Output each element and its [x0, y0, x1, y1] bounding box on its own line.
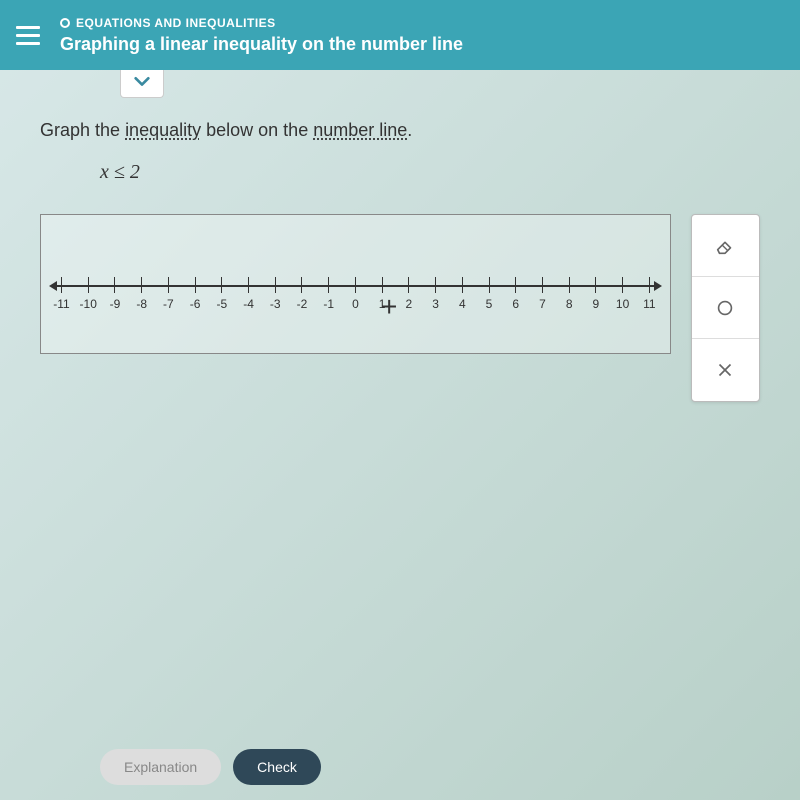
tick: 9: [595, 277, 596, 311]
tool-panel: [691, 214, 760, 402]
tick: -4: [248, 277, 249, 311]
tick: -1: [328, 277, 329, 311]
tick: -9: [114, 277, 115, 311]
eraser-icon: [714, 235, 736, 257]
tick: 2: [408, 277, 409, 311]
tick: -10: [88, 277, 89, 311]
tick: 1: [382, 277, 383, 311]
x-icon: [714, 359, 736, 381]
tick: 0: [355, 277, 356, 311]
explanation-button[interactable]: Explanation: [100, 749, 221, 785]
tick: 10: [622, 277, 623, 311]
tick: -11: [61, 277, 62, 311]
header-bar: EQUATIONS AND INEQUALITIES Graphing a li…: [0, 0, 800, 70]
glossary-link-numberline[interactable]: number line: [313, 120, 407, 140]
bottom-buttons: Explanation Check: [100, 749, 321, 785]
arrow-right-icon: [654, 281, 662, 291]
prompt-text: Graph the inequality below on the number…: [40, 120, 760, 141]
clear-tool[interactable]: [692, 339, 759, 401]
category-circle-icon: [60, 18, 70, 28]
tick: -8: [141, 277, 142, 311]
tick: 6: [515, 277, 516, 311]
tick: -2: [301, 277, 302, 311]
tick: 8: [569, 277, 570, 311]
menu-icon[interactable]: [16, 26, 40, 45]
glossary-link-inequality[interactable]: inequality: [125, 120, 201, 140]
tick: -6: [195, 277, 196, 311]
tick: 11: [649, 277, 650, 311]
tick: 7: [542, 277, 543, 311]
tick: 4: [462, 277, 463, 311]
content-area: Graph the inequality below on the number…: [0, 70, 800, 422]
tick: -5: [221, 277, 222, 311]
number-line-canvas[interactable]: -11-10-9-8-7-6-5-4-3-2-101234567891011 +: [40, 214, 671, 354]
tick: -3: [275, 277, 276, 311]
tick-container: -11-10-9-8-7-6-5-4-3-2-101234567891011: [61, 277, 650, 311]
inequality-expression: x ≤ 2: [100, 161, 760, 184]
tick: 5: [489, 277, 490, 311]
header-text: EQUATIONS AND INEQUALITIES Graphing a li…: [60, 16, 784, 55]
open-point-tool[interactable]: [692, 277, 759, 339]
check-button[interactable]: Check: [233, 749, 321, 785]
tick: 3: [435, 277, 436, 311]
circle-icon: [714, 297, 736, 319]
header-title: Graphing a linear inequality on the numb…: [60, 34, 784, 55]
eraser-tool[interactable]: [692, 215, 759, 277]
tick: -7: [168, 277, 169, 311]
category-label: EQUATIONS AND INEQUALITIES: [76, 16, 276, 30]
header-category: EQUATIONS AND INEQUALITIES: [60, 16, 784, 30]
